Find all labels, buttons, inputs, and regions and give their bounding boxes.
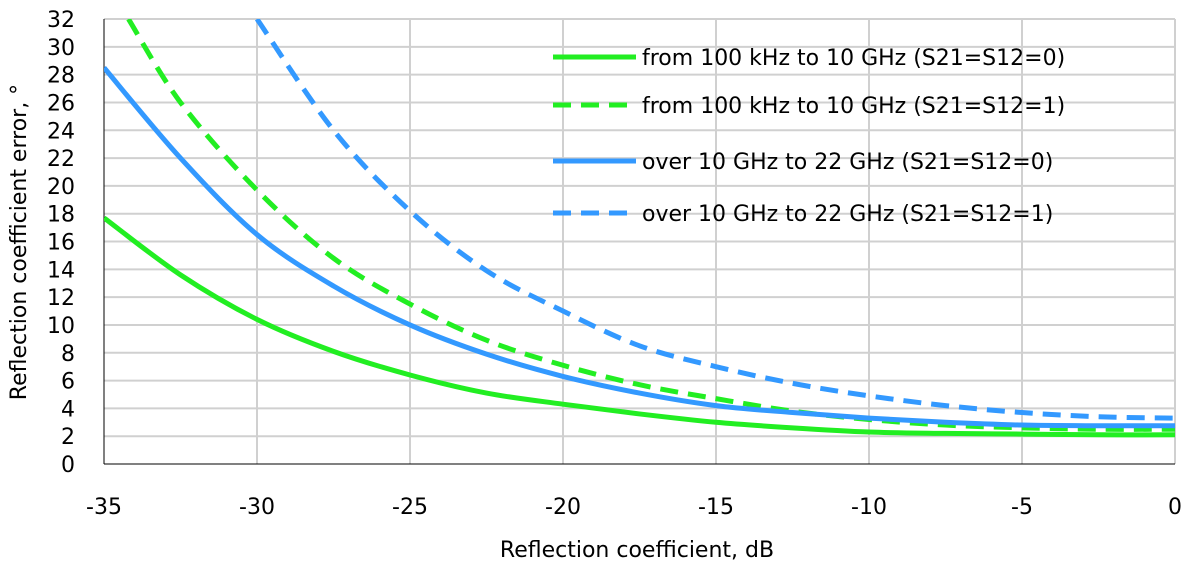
x-tick-label: -35 [86, 495, 122, 520]
x-tick-label: -20 [545, 495, 581, 520]
legend-label-1: from 100 kHz to 10 GHz (S21=S12=0) [642, 46, 1065, 71]
y-tick-label: 22 [47, 147, 75, 172]
y-axis-title: Reflection coefficient error, ° [7, 84, 32, 400]
x-tick-label: 0 [1168, 495, 1182, 520]
x-tick-label: -15 [698, 495, 734, 520]
x-tick-label: -5 [1011, 495, 1033, 520]
series-line-1 [104, 215, 1175, 438]
y-tick-label: 10 [47, 314, 75, 339]
series-line-4 [254, 19, 1175, 421]
y-tick-label: 26 [47, 91, 75, 116]
legend-label-4: over 10 GHz to 22 GHz (S21=S12=1) [642, 202, 1053, 227]
legend-label-2: from 100 kHz to 10 GHz (S21=S12=1) [642, 94, 1065, 119]
legend-label-3: over 10 GHz to 22 GHz (S21=S12=0) [642, 150, 1053, 175]
x-axis-title: Reflection coefficient, dB [500, 538, 774, 563]
y-tick-label: 24 [47, 119, 75, 144]
y-tick-label: 18 [47, 203, 75, 228]
y-tick-label: 28 [47, 64, 75, 89]
series-line-2 [126, 19, 1175, 432]
x-tick-label: -25 [392, 495, 428, 520]
y-tick-label: 8 [61, 342, 75, 367]
series-lines [104, 19, 1175, 438]
y-tick-label: 32 [47, 8, 75, 33]
y-tick-label: 0 [61, 453, 75, 478]
y-tick-label: 20 [47, 175, 75, 200]
series-line-3 [104, 66, 1175, 429]
x-tick-labels: -35 -30 -25 -20 -15 -10 -5 0 [86, 495, 1182, 520]
y-tick-label: 14 [47, 258, 75, 283]
y-tick-label: 2 [61, 425, 75, 450]
axes [103, 19, 1175, 465]
grid [104, 18, 1176, 464]
y-tick-label: 16 [47, 231, 75, 256]
x-tick-label: -30 [239, 495, 275, 520]
legend: from 100 kHz to 10 GHz (S21=S12=0) from 1… [553, 46, 1065, 227]
y-tick-label: 12 [47, 286, 75, 311]
y-tick-label: 30 [47, 36, 75, 61]
y-tick-label: 4 [61, 397, 75, 422]
x-tick-label: -10 [851, 495, 887, 520]
y-tick-label: 6 [61, 370, 75, 395]
